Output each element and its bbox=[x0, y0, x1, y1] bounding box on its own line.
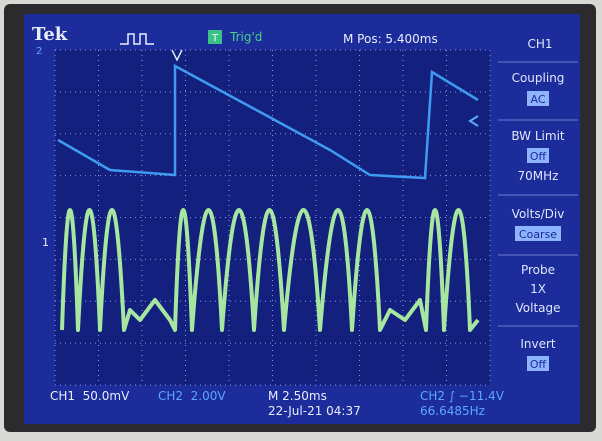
menu-value: Off bbox=[530, 150, 547, 163]
menu-label: Probe bbox=[521, 263, 555, 277]
scope-photo: Tek T Trig'd M Pos: 5.400ms 2 1 CH1 Coup… bbox=[0, 0, 602, 437]
menu-label: BW Limit bbox=[511, 129, 565, 143]
page: Tek T Trig'd M Pos: 5.400ms 2 1 CH1 Coup… bbox=[0, 0, 602, 437]
menu-extra: 70MHz bbox=[518, 169, 559, 183]
ch1-marker: 1 bbox=[42, 236, 49, 249]
menu-extra: Voltage bbox=[515, 301, 560, 315]
menu-label: Volts/Div bbox=[512, 207, 565, 221]
menu-title: CH1 bbox=[527, 37, 552, 51]
menu-label: Coupling bbox=[512, 71, 565, 85]
timebase: M 2.50ms bbox=[268, 389, 327, 403]
menu-value: AC bbox=[530, 93, 545, 106]
date: 22-Jul-21 04:37 bbox=[268, 404, 361, 418]
menu-label: Invert bbox=[520, 337, 556, 351]
ch2-marker: 2 bbox=[36, 46, 42, 57]
brand: Tek bbox=[32, 24, 68, 45]
ch2-scale: CH2 2.00V bbox=[158, 389, 226, 403]
trigger-info: CH2 ∫ −11.4V bbox=[420, 389, 505, 403]
menu-value: Coarse bbox=[519, 228, 557, 241]
trigger-icon: T bbox=[211, 33, 219, 44]
trigger-status: Trig'd bbox=[229, 30, 262, 44]
menu-value: 1X bbox=[530, 282, 546, 296]
frequency: 66.6485Hz bbox=[420, 404, 485, 418]
menu-value: Off bbox=[530, 358, 547, 371]
ch1-scale: CH1 50.0mV bbox=[50, 389, 130, 403]
position: M Pos: 5.400ms bbox=[343, 32, 438, 46]
